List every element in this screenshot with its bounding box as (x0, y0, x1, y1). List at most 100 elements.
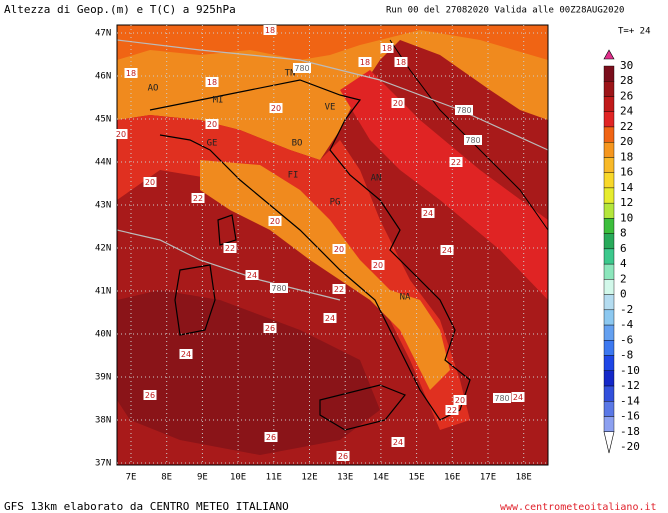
city-label: AO (148, 84, 159, 94)
lat-label: 45N (95, 115, 111, 125)
legend-swatch (603, 126, 615, 143)
city-label: NA (400, 293, 411, 303)
contour-label: 780 (294, 64, 309, 73)
legend-label: 16 (620, 166, 633, 179)
contour-label-bg (191, 193, 205, 203)
legend-swatch (603, 233, 615, 250)
forecast-step: T=+ 24 (618, 27, 651, 37)
legend-label: -16 (620, 410, 640, 423)
legend-label: 8 (620, 227, 627, 240)
contour-label-bg (464, 135, 482, 145)
legend-label: 10 (620, 211, 633, 224)
legend-swatch (603, 279, 615, 295)
contour-label: 24 (325, 314, 335, 323)
legend-label: 26 (620, 89, 633, 102)
legend-label: 12 (620, 196, 633, 209)
legend-swatch (603, 141, 615, 158)
legend-swatch (603, 202, 615, 219)
contour-label-bg (332, 244, 346, 254)
title: Altezza di Geop.(m) e T(C) a 925hPa (4, 3, 236, 16)
contour-label-bg (391, 98, 405, 108)
legend-swatch (603, 172, 615, 189)
lon-label: 17E (480, 473, 496, 483)
contour-label: 20 (271, 104, 281, 113)
contour-label: 24 (393, 438, 403, 447)
footer-url: www.centrometeoitaliano.it (500, 502, 657, 513)
lat-label: 39N (95, 373, 111, 383)
contour-label: 780 (271, 284, 286, 293)
legend-swatch (603, 81, 615, 97)
legend-swatch (603, 340, 615, 356)
contour-label: 20 (145, 178, 155, 187)
legend-swatch (603, 263, 615, 280)
city-label: VE (325, 103, 336, 113)
contour-label: 18 (126, 69, 136, 78)
legend-label: -20 (620, 440, 640, 453)
contour-label: 20 (393, 99, 403, 108)
legend-arrow-top (603, 49, 615, 60)
legend-label: -18 (620, 425, 640, 438)
city-label: PG (330, 198, 341, 208)
legend-label: 14 (620, 181, 634, 194)
legend-swatch (603, 157, 615, 173)
contour-label: 20 (455, 396, 465, 405)
lat-label: 41N (95, 287, 111, 297)
legend-label: 18 (620, 150, 633, 163)
lon-label: 10E (230, 473, 246, 483)
legend-swatch (603, 370, 615, 387)
legend-swatch (603, 385, 615, 402)
footer-source: GFS 13km elaborato da CENTRO METEO ITALI… (4, 500, 289, 513)
legend-swatch (603, 416, 615, 432)
lon-label: 9E (197, 473, 208, 483)
city-label: TN (285, 69, 296, 79)
lon-label: 18E (516, 473, 532, 483)
contour-label: 24 (442, 246, 452, 255)
contour-label: 22 (447, 406, 457, 415)
contour-label: 22 (193, 194, 203, 203)
contour-label: 22 (334, 285, 344, 294)
contour-label-bg (421, 208, 435, 218)
contour-label-bg (179, 349, 193, 359)
contour-label-bg (358, 57, 372, 67)
legend-swatch (603, 65, 615, 82)
legend-label: 6 (620, 242, 627, 255)
contour-label: 20 (116, 130, 126, 139)
lat-label: 47N (95, 29, 111, 39)
contour-label: 24 (247, 271, 257, 280)
lon-label: 16E (444, 473, 460, 483)
legend-swatch (603, 187, 615, 204)
lat-label: 40N (95, 330, 111, 340)
legend-swatch (603, 111, 615, 128)
contour-label-bg (449, 157, 463, 167)
legend-label: 24 (620, 105, 634, 118)
legend-label: 20 (620, 135, 633, 148)
lat-label: 42N (95, 244, 111, 254)
contour-label-bg (332, 284, 346, 294)
legend-swatch (603, 294, 615, 311)
legend-label: 22 (620, 120, 633, 133)
contour-label-bg (245, 270, 259, 280)
legend-swatch (603, 218, 615, 234)
contour-label-bg (445, 405, 459, 415)
lat-label: 46N (95, 72, 111, 82)
legend-label: -10 (620, 364, 640, 377)
contour-label: 22 (451, 158, 461, 167)
contour-label-bg (453, 395, 467, 405)
legend-label: 2 (620, 272, 627, 285)
contour-label-bg (264, 432, 278, 442)
contour-label: 24 (181, 350, 191, 359)
legend-label: 30 (620, 59, 633, 72)
contour-label-bg (455, 105, 473, 115)
legend-label: -12 (620, 379, 640, 392)
contour-label: 26 (145, 391, 155, 400)
contour-label: 20 (334, 245, 344, 254)
contour-label: 24 (513, 393, 523, 402)
contour-label: 18 (360, 58, 370, 67)
contour-label-bg (263, 323, 277, 333)
legend-label: 4 (620, 257, 627, 270)
contour-label: 18 (207, 78, 217, 87)
run-info: Run 00 del 27082020 Valida alle 00Z28AUG… (386, 6, 624, 16)
lon-label: 7E (126, 473, 137, 483)
contour-label-bg (293, 63, 311, 73)
